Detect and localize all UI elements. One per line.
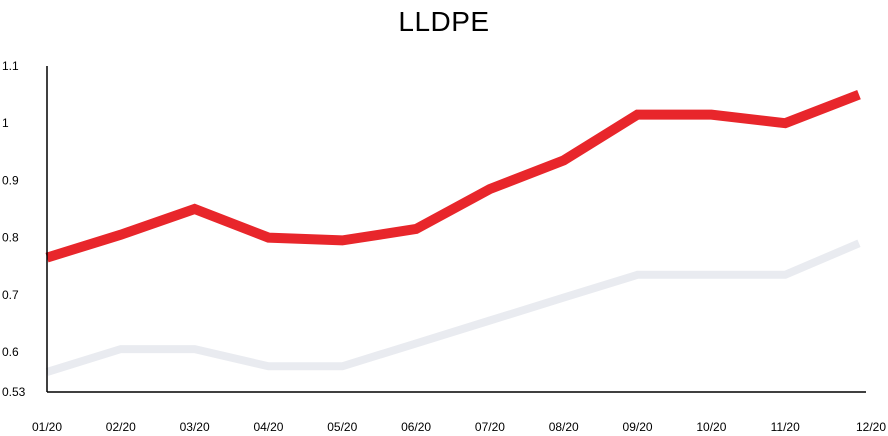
x-tick-label: 10/20 <box>696 420 726 434</box>
x-tick-label: 04/20 <box>253 420 283 434</box>
y-tick-label: 0.53 <box>2 385 26 399</box>
y-tick-label: 0.9 <box>2 173 19 187</box>
series-line-2 <box>45 239 861 376</box>
y-tick-label: 0.7 <box>2 288 19 302</box>
y-tick-label: 1 <box>2 116 9 130</box>
x-tick-label: 11/20 <box>771 420 800 434</box>
series-line-1 <box>45 89 861 263</box>
x-tick-label: 01/20 <box>32 420 62 434</box>
y-tick-label: 0.6 <box>2 345 19 359</box>
plot-lines <box>45 89 861 376</box>
x-tick-label: 07/20 <box>475 420 505 434</box>
chart-title: LLDPE <box>398 6 490 37</box>
x-tick-label: 02/20 <box>106 420 136 434</box>
y-tick-labels: 0.53 0.6 0.7 0.8 0.9 1 1.1 <box>2 59 26 399</box>
x-tick-label: 03/20 <box>180 420 210 434</box>
x-tick-labels: 01/20 02/20 03/20 04/20 05/20 06/20 07/20 08/20… <box>32 420 886 434</box>
y-tick-label: 0.8 <box>2 231 19 245</box>
x-tick-label: 12/20 <box>856 420 886 434</box>
x-tick-label: 09/20 <box>623 420 653 434</box>
x-tick-label: 08/20 <box>549 420 579 434</box>
y-tick-label: 1.1 <box>2 59 19 73</box>
x-tick-label: 05/20 <box>327 420 357 434</box>
x-tick-label: 06/20 <box>401 420 431 434</box>
